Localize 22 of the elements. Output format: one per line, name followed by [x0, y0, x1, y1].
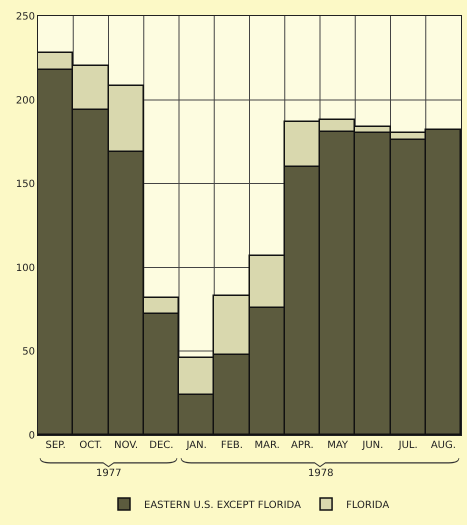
y-tick-label: 200: [16, 95, 35, 106]
y-tick-label: 100: [16, 262, 35, 274]
y-tick-label: 150: [16, 179, 35, 190]
text: 1977: [96, 468, 122, 479]
y-tick-label: 50: [22, 346, 35, 358]
x-tick-label: OCT.: [79, 440, 102, 451]
legend-label: EASTERN U.S. EXCEPT FLORIDA: [144, 500, 302, 511]
x-tick-label: NOV.: [114, 440, 138, 451]
x-tick-label: SEP.: [45, 440, 66, 451]
x-tick-label: FEB.: [220, 440, 243, 451]
x-tick-label: JUN.: [361, 440, 384, 451]
text: 1978: [308, 468, 334, 479]
x-tick-label: DEC.: [149, 440, 174, 451]
x-tick-label: AUG.: [430, 440, 456, 451]
y-tick-label: 0: [28, 430, 35, 442]
x-tick-label: APR.: [291, 440, 314, 451]
legend-label: FLORIDA: [346, 500, 390, 511]
x-tick-label: MAR.: [254, 440, 280, 451]
y-tick-label: 250: [16, 12, 35, 22]
x-tick-label: JAN.: [185, 440, 207, 451]
x-tick-label: JUL.: [398, 440, 418, 451]
x-tick-label: MAY: [327, 440, 349, 451]
